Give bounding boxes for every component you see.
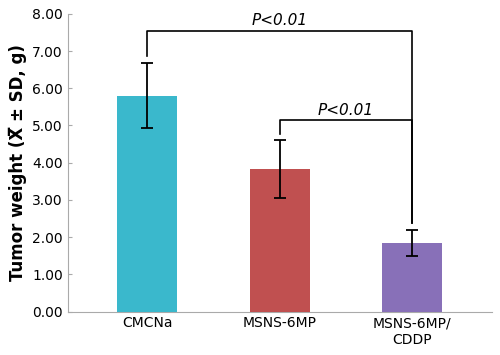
Bar: [382, 243, 442, 312]
Bar: [118, 96, 177, 312]
Bar: [250, 169, 310, 312]
Text: P<0.01: P<0.01: [318, 103, 374, 118]
Y-axis label: Tumor weight (X̅ ± SD, g): Tumor weight (X̅ ± SD, g): [8, 44, 26, 281]
Text: P<0.01: P<0.01: [252, 13, 308, 28]
